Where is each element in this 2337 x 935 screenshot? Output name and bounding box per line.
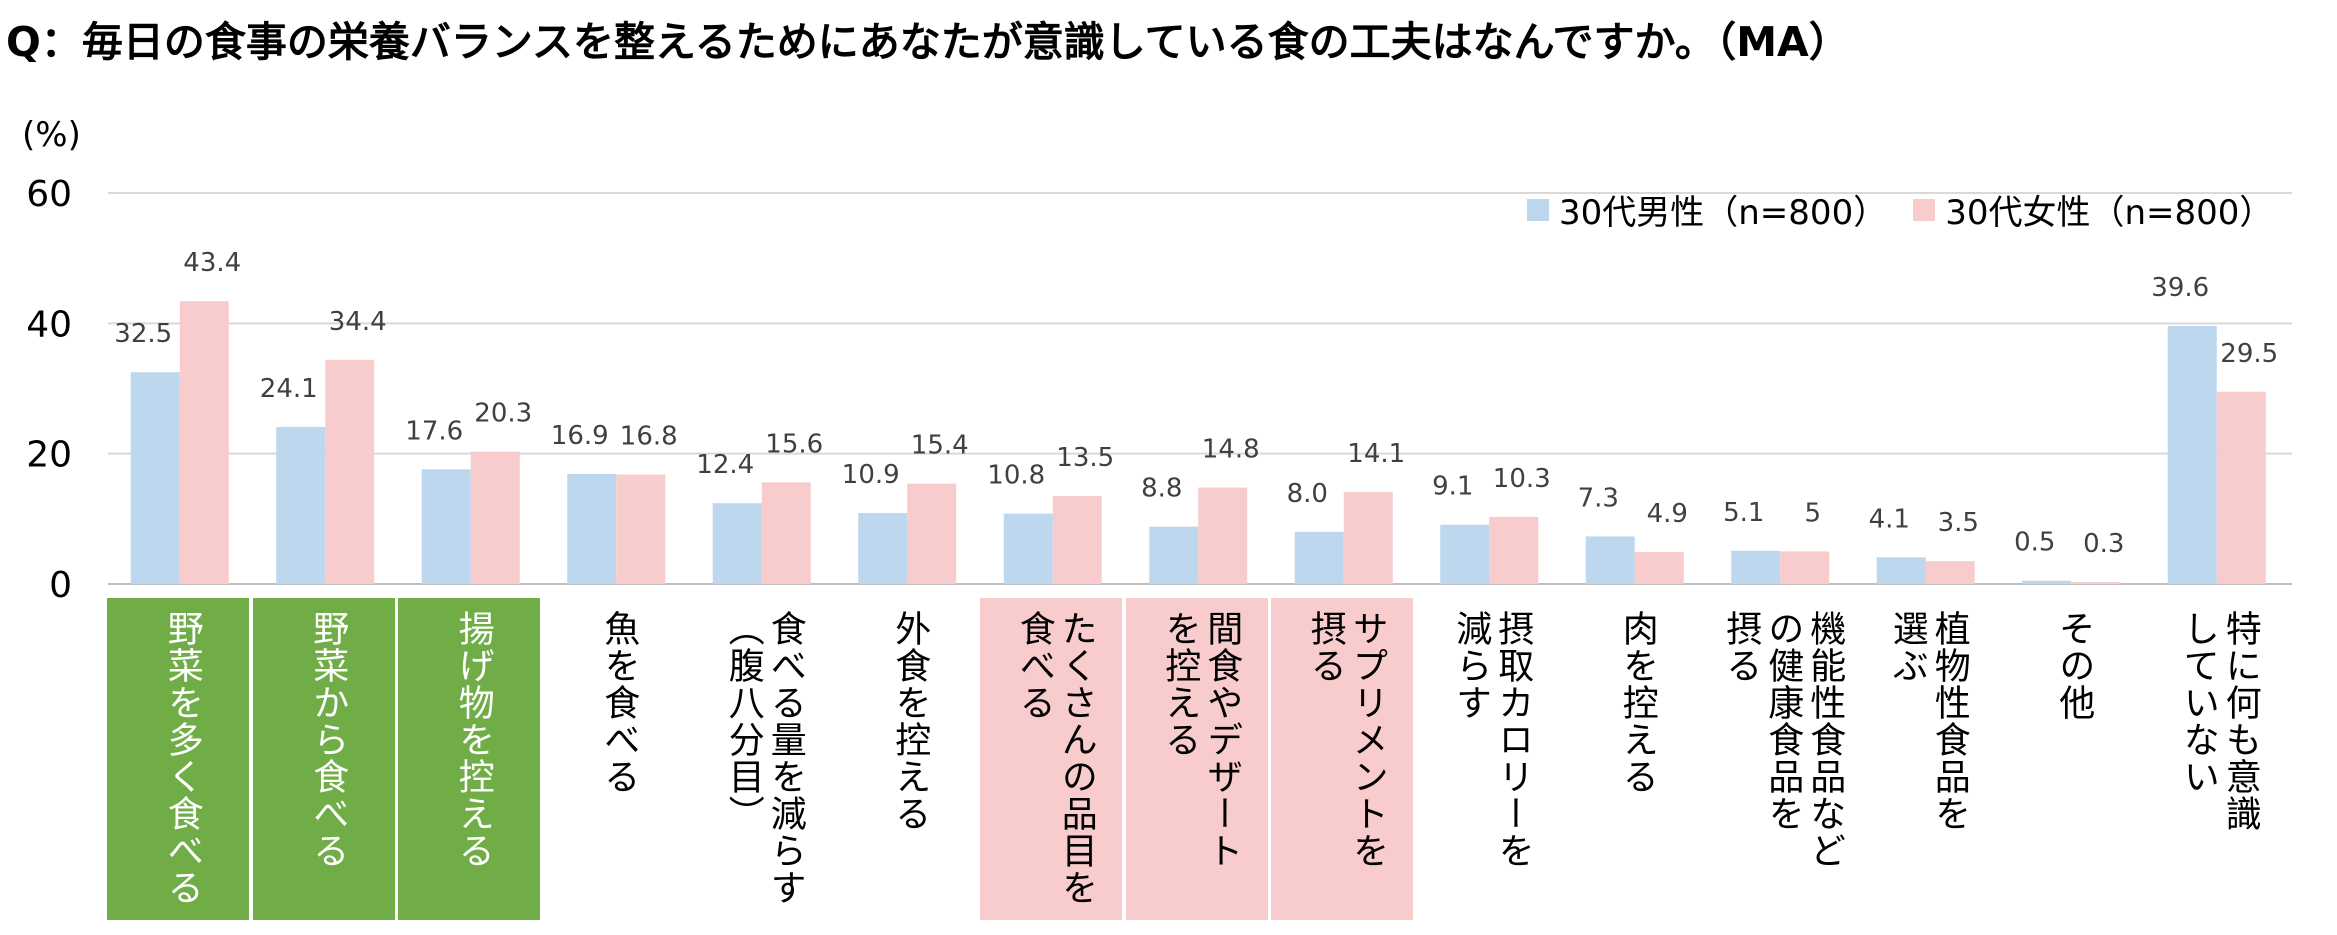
y-axis-unit-label: (%) <box>22 115 81 155</box>
y-tick-label-0: 0 <box>49 565 72 606</box>
category-label-13: その他 <box>2053 610 2095 721</box>
bar-female-9 <box>1489 516 1539 584</box>
data-label-female-5: 15.4 <box>911 431 969 461</box>
data-label-female-9: 10.3 <box>1493 464 1551 494</box>
bar-male-4 <box>712 503 762 584</box>
chart-title: Q：毎日の食事の栄養バランスを整えるためにあなたが意識している食の工夫はなんです… <box>6 18 1850 66</box>
category-label-2: 揚げ物を控える <box>452 610 494 869</box>
data-label-male-11: 5.1 <box>1723 498 1764 528</box>
legend: 30代男性（n=800） 30代女性（n=800） <box>1527 185 2273 234</box>
data-label-male-1: 24.1 <box>260 374 318 404</box>
data-label-female-8: 14.1 <box>1347 439 1405 469</box>
data-label-male-7: 8.8 <box>1141 474 1182 504</box>
bar-female-4 <box>761 482 811 584</box>
bar-male-3 <box>567 473 617 584</box>
data-label-female-13: 0.3 <box>2083 529 2124 559</box>
data-label-male-12: 4.1 <box>1869 504 1910 534</box>
data-label-female-0: 43.4 <box>183 248 241 278</box>
data-label-male-4: 12.4 <box>696 450 754 480</box>
data-label-female-3: 16.8 <box>620 422 678 452</box>
data-label-female-11: 5 <box>1804 498 1821 528</box>
bar-female-5 <box>907 483 957 584</box>
bar-female-1 <box>325 359 375 584</box>
data-label-male-2: 17.6 <box>405 416 463 446</box>
category-box-1 <box>252 598 395 920</box>
legend-swatch-male <box>1527 198 1549 221</box>
category-label-3: 魚を食べる <box>598 610 640 795</box>
bar-female-3 <box>616 474 666 584</box>
bar-female-8 <box>1343 492 1393 584</box>
category-box-0 <box>107 598 249 920</box>
bar-female-7 <box>1198 487 1248 584</box>
bar-female-2 <box>470 451 520 584</box>
data-label-female-2: 20.3 <box>474 399 532 429</box>
category-label-6: たくさんの品目を 食べる <box>1013 610 1097 906</box>
data-label-male-0: 32.5 <box>114 319 172 349</box>
data-label-female-12: 3.5 <box>1938 508 1979 538</box>
category-label-7: 間食やデザート を控える <box>1159 610 1243 869</box>
category-label-1: 野菜から食べる <box>307 610 349 869</box>
bar-male-13 <box>2022 580 2072 584</box>
bar-female-10 <box>1634 552 1684 584</box>
bar-male-14 <box>2167 325 2217 584</box>
data-label-male-8: 8.0 <box>1287 479 1328 509</box>
data-label-female-6: 13.5 <box>1056 443 1114 473</box>
bar-male-0 <box>130 372 180 584</box>
category-box-6 <box>980 598 1122 920</box>
data-label-male-3: 16.9 <box>551 421 609 451</box>
bar-male-6 <box>1003 513 1053 584</box>
bar-male-2 <box>421 469 471 584</box>
category-label-10: 肉を控える <box>1616 610 1658 795</box>
data-label-male-5: 10.9 <box>842 460 900 490</box>
category-label-11: 機能性食品など の健康食品を 摂る <box>1720 610 1846 869</box>
data-label-male-13: 0.5 <box>2014 528 2055 558</box>
category-box-8 <box>1271 598 1413 920</box>
bar-female-13 <box>2071 582 2121 584</box>
bar-male-10 <box>1585 536 1635 584</box>
bar-male-8 <box>1294 531 1344 584</box>
data-label-female-4: 15.6 <box>765 429 823 459</box>
bar-female-14 <box>2216 391 2266 584</box>
y-tick-label-20: 20 <box>26 435 72 476</box>
bar-female-11 <box>1780 551 1830 584</box>
legend-label-male: 30代男性（n=800） <box>1559 193 1888 233</box>
bar-male-5 <box>858 512 908 584</box>
bar-female-6 <box>1052 496 1102 584</box>
legend-swatch-female <box>1913 198 1936 221</box>
data-label-female-7: 14.8 <box>1202 435 1260 465</box>
category-label-0: 野菜を多く食べる <box>161 610 203 906</box>
bar-male-7 <box>1149 526 1199 584</box>
data-label-female-14: 29.5 <box>2220 339 2278 369</box>
data-label-female-1: 34.4 <box>329 307 387 337</box>
bar-female-12 <box>1925 561 1975 584</box>
bar-male-11 <box>1731 550 1781 584</box>
y-tick-label-60: 60 <box>26 174 72 215</box>
data-label-male-6: 10.8 <box>987 461 1045 491</box>
bar-male-9 <box>1440 524 1490 584</box>
category-label-9: 摂取カロリーを 減らす <box>1450 610 1534 869</box>
bar-male-12 <box>1876 557 1926 584</box>
category-label-8: サプリメントを 摂る <box>1304 610 1388 869</box>
data-label-male-9: 9.1 <box>1432 472 1473 502</box>
category-label-4: 食べる量を減らす ︵腹八分目︶ <box>722 610 806 906</box>
legend-label-female: 30代女性（n=800） <box>1945 193 2274 233</box>
data-label-female-10: 4.9 <box>1647 499 1688 529</box>
data-label-male-14: 39.6 <box>2151 273 2209 303</box>
category-box-2 <box>398 598 540 920</box>
data-label-male-10: 7.3 <box>1578 483 1619 513</box>
y-tick-label-40: 40 <box>26 304 72 345</box>
bar-male-1 <box>276 426 326 584</box>
category-label-5: 外食を控える <box>889 610 931 832</box>
category-box-7 <box>1125 598 1268 920</box>
category-label-14: 特に何も意識 していない <box>2177 610 2261 832</box>
category-label-12: 植物性食品を 選ぶ <box>1886 610 1970 832</box>
bar-female-0 <box>179 301 229 584</box>
